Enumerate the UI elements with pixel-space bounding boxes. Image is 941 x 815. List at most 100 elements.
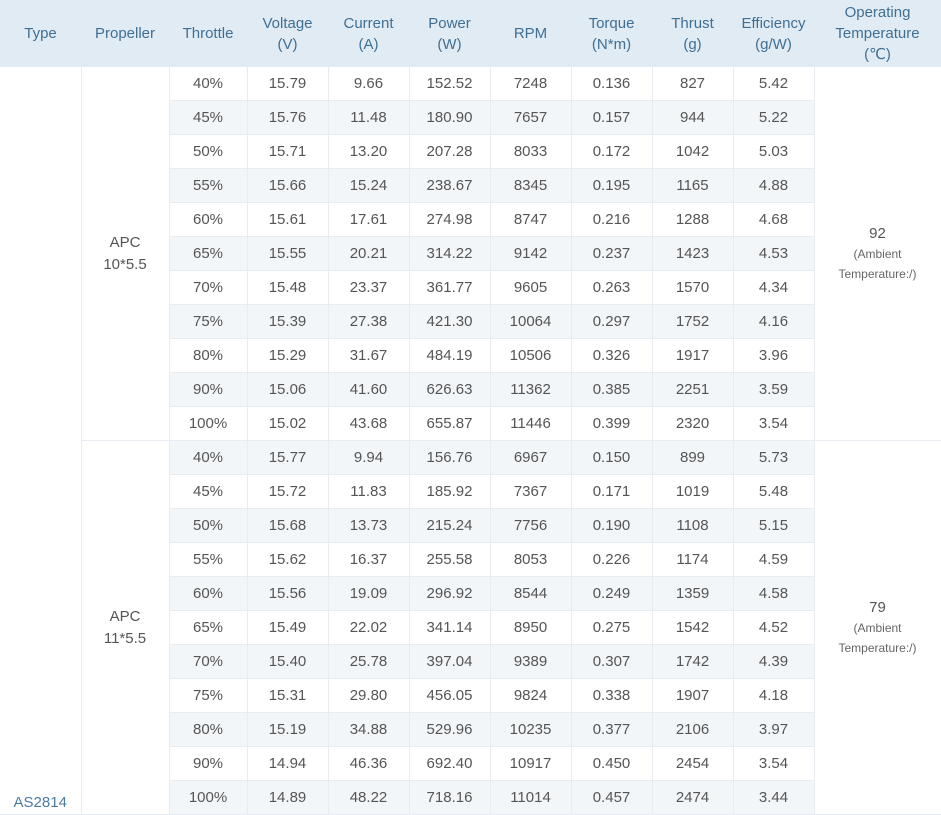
voltage-cell: 15.06: [247, 372, 329, 407]
table-row: 70% 15.40 25.78 397.04 9389 0.307 1742 4.39: [0, 644, 941, 679]
throttle-cell: 55%: [169, 542, 248, 577]
efficiency-cell: 3.97: [733, 712, 815, 747]
table-row: 60% 15.56 19.09 296.92 8544 0.249 1359 4.58: [0, 576, 941, 611]
voltage-cell: 15.76: [247, 100, 329, 135]
torque-cell: 0.190: [571, 508, 653, 543]
throttle-cell: 70%: [169, 270, 248, 305]
power-cell: 626.63: [409, 372, 491, 407]
power-cell: 296.92: [409, 576, 491, 611]
power-cell: 361.77: [409, 270, 491, 305]
header-type: Type: [0, 0, 81, 67]
current-cell: 31.67: [328, 338, 410, 373]
throttle-cell: 45%: [169, 100, 248, 135]
voltage-cell: 14.94: [247, 746, 329, 781]
propeller-label: 10*5.5: [103, 255, 147, 273]
efficiency-cell: 5.22: [733, 100, 815, 135]
power-cell: 314.22: [409, 236, 491, 271]
power-cell: 274.98: [409, 202, 491, 237]
throttle-cell: 100%: [169, 780, 248, 815]
header-thrust-unit: (g): [683, 35, 702, 53]
torque-cell: 0.263: [571, 270, 653, 305]
current-cell: 23.37: [328, 270, 410, 305]
current-cell: 43.68: [328, 406, 410, 441]
table-row: 80% 15.19 34.88 529.96 10235 0.377 2106 3.97: [0, 712, 941, 747]
header-current-unit: (A): [358, 35, 379, 53]
throttle-cell: 55%: [169, 168, 248, 203]
table-row: 65% 15.49 22.02 341.14 8950 0.275 1542 4.52: [0, 610, 941, 645]
voltage-cell: 15.62: [247, 542, 329, 577]
current-cell: 9.94: [328, 440, 410, 475]
current-cell: 29.80: [328, 678, 410, 713]
efficiency-cell: 5.15: [733, 508, 815, 543]
table-row: 55% 15.66 15.24 238.67 8345 0.195 1165 4.88: [0, 168, 941, 203]
throttle-cell: 90%: [169, 372, 248, 407]
throttle-cell: 60%: [169, 202, 248, 237]
thrust-cell: 1542: [652, 610, 734, 645]
power-cell: 456.05: [409, 678, 491, 713]
header-rpm: RPM: [490, 0, 571, 67]
table-row: 90% 15.06 41.60 626.63 11362 0.385 2251 3.59: [0, 372, 941, 407]
temperature-value: 92: [869, 224, 886, 242]
efficiency-cell: 3.96: [733, 338, 815, 373]
propeller-label: APC: [109, 233, 141, 251]
table-row: 90% 14.94 46.36 692.40 10917 0.450 2454 3.54: [0, 746, 941, 781]
efficiency-cell: 4.52: [733, 610, 815, 645]
header-power-unit: (W): [437, 35, 462, 53]
thrust-cell: 1174: [652, 542, 734, 577]
table-row: 45% 15.72 11.83 185.92 7367 0.171 1019 5.48: [0, 474, 941, 509]
voltage-cell: 15.31: [247, 678, 329, 713]
table-row: 50% 15.71 13.20 207.28 8033 0.172 1042 5.03: [0, 134, 941, 169]
header-efficiency: Efficiency (g/W): [733, 0, 814, 67]
current-cell: 11.48: [328, 100, 410, 135]
efficiency-cell: 3.44: [733, 780, 815, 815]
rpm-cell: 7756: [490, 508, 572, 543]
thrust-cell: 1907: [652, 678, 734, 713]
torque-cell: 0.249: [571, 576, 653, 611]
header-torque: Torque (N*m): [571, 0, 652, 67]
voltage-cell: 15.72: [247, 474, 329, 509]
power-cell: 718.16: [409, 780, 491, 815]
efficiency-cell: 5.48: [733, 474, 815, 509]
efficiency-cell: 3.59: [733, 372, 815, 407]
current-cell: 46.36: [328, 746, 410, 781]
torque-cell: 0.237: [571, 236, 653, 271]
ambient-temperature-note: Temperature:/): [838, 640, 917, 655]
table-row: 80% 15.29 31.67 484.19 10506 0.326 1917 3.96: [0, 338, 941, 373]
current-cell: 9.66: [328, 67, 410, 101]
rpm-cell: 8747: [490, 202, 572, 237]
voltage-cell: 15.19: [247, 712, 329, 747]
table-row: 65% 15.55 20.21 314.22 9142 0.237 1423 4.53: [0, 236, 941, 271]
rpm-cell: 7248: [490, 67, 572, 101]
torque-cell: 0.172: [571, 134, 653, 169]
table-row: 55% 15.62 16.37 255.58 8053 0.226 1174 4.59: [0, 542, 941, 577]
header-thrust-label: Thrust: [671, 14, 714, 32]
current-cell: 11.83: [328, 474, 410, 509]
rpm-cell: 8053: [490, 542, 572, 577]
power-cell: 529.96: [409, 712, 491, 747]
torque-cell: 0.385: [571, 372, 653, 407]
current-cell: 13.20: [328, 134, 410, 169]
torque-cell: 0.171: [571, 474, 653, 509]
efficiency-cell: 4.53: [733, 236, 815, 271]
current-cell: 34.88: [328, 712, 410, 747]
thrust-cell: 2320: [652, 406, 734, 441]
voltage-cell: 15.56: [247, 576, 329, 611]
throttle-cell: 40%: [169, 440, 248, 475]
voltage-cell: 15.71: [247, 134, 329, 169]
header-temperature-unit: (℃): [864, 46, 891, 63]
current-cell: 16.37: [328, 542, 410, 577]
header-torque-label: Torque: [588, 14, 635, 32]
rpm-cell: 11014: [490, 780, 572, 815]
header-type-label: Type: [24, 25, 57, 42]
header-efficiency-unit: (g/W): [755, 35, 792, 53]
throttle-cell: 100%: [169, 406, 248, 441]
table-row: 75% 15.31 29.80 456.05 9824 0.338 1907 4.18: [0, 678, 941, 713]
thrust-cell: 1042: [652, 134, 734, 169]
efficiency-cell: 4.16: [733, 304, 815, 339]
torque-cell: 0.297: [571, 304, 653, 339]
thrust-cell: 1359: [652, 576, 734, 611]
table-row: 45% 15.76 11.48 180.90 7657 0.157 944 5.22: [0, 100, 941, 135]
power-cell: 397.04: [409, 644, 491, 679]
propeller-cell: APC 10*5.5: [81, 67, 170, 441]
voltage-cell: 15.49: [247, 610, 329, 645]
